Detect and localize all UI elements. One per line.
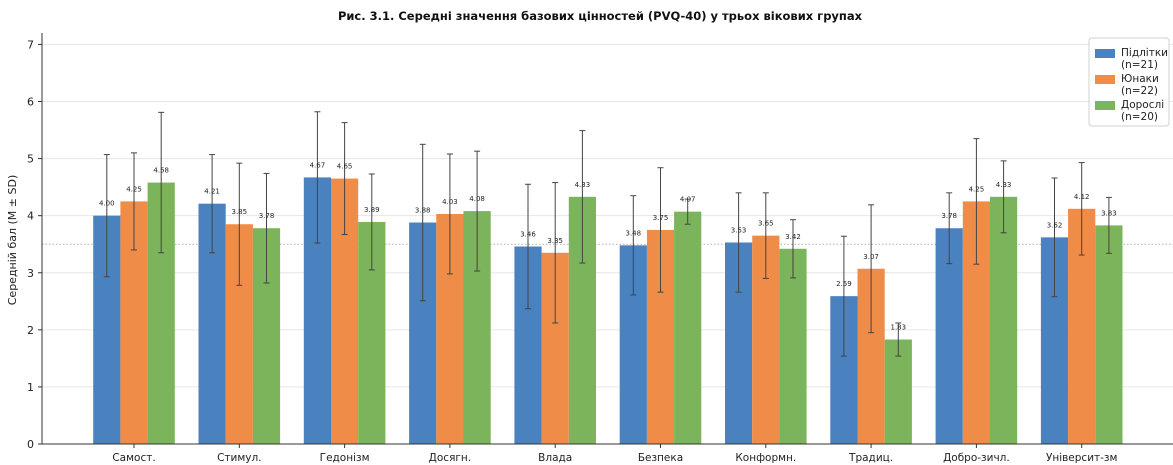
value-label: 3.48 <box>626 229 642 237</box>
value-label: 3.42 <box>785 233 801 241</box>
y-tick-label: 5 <box>27 153 34 166</box>
value-label: 3.83 <box>1101 209 1117 217</box>
value-label: 3.85 <box>232 208 248 216</box>
category-label: Стимул. <box>217 452 261 464</box>
value-label: 3.78 <box>259 212 275 220</box>
bar <box>990 196 1018 444</box>
value-label: 4.67 <box>310 161 326 169</box>
error-bars-layer <box>103 111 1112 357</box>
value-label: 4.33 <box>996 181 1012 189</box>
category-label: Досягн. <box>429 452 471 464</box>
value-label: 4.21 <box>204 188 220 196</box>
value-label: 3.88 <box>415 207 431 215</box>
bar <box>884 339 912 444</box>
category-label: Самост. <box>112 452 155 464</box>
legend-label: Підлітки (n=21) <box>1121 47 1168 71</box>
y-tick-label: 4 <box>27 210 34 223</box>
category-label: Добро-зичл. <box>943 452 1010 464</box>
bars-layer <box>93 177 1123 444</box>
value-label: 3.35 <box>547 237 563 245</box>
legend-swatch <box>1095 75 1115 84</box>
bar <box>674 211 702 444</box>
value-label: 4.12 <box>1074 193 1090 201</box>
chart-title: Рис. 3.1. Середні значення базових цінно… <box>338 9 863 23</box>
value-label: 3.78 <box>941 212 957 220</box>
bar <box>1095 225 1123 444</box>
category-label: Влада <box>538 452 572 464</box>
value-label: 4.08 <box>469 195 485 203</box>
legend: Підлітки (n=21)Юнаки (n=22)Дорослі (n=20) <box>1088 37 1170 127</box>
category-label: Традиц. <box>848 452 893 464</box>
axes-layer: 0 1 2 3 4 5 6 7 Самост. Стимул. Гедонізм Досягн. Вла… <box>27 33 1173 464</box>
category-label: Безпека <box>638 452 683 464</box>
y-tick-label: 1 <box>27 381 34 394</box>
value-label: 3.75 <box>653 214 669 222</box>
y-tick-label: 6 <box>27 96 34 109</box>
value-label: 4.58 <box>153 167 169 175</box>
value-label: 1.83 <box>891 324 907 332</box>
category-label: Гедонізм <box>320 452 370 464</box>
value-label: 4.00 <box>99 200 115 208</box>
legend-label: Юнаки (n=22) <box>1121 73 1159 97</box>
value-label: 4.65 <box>337 163 353 171</box>
bar <box>779 248 807 444</box>
value-label: 3.62 <box>1047 221 1063 229</box>
y-tick-label: 3 <box>27 267 34 280</box>
value-label: 4.03 <box>442 198 458 206</box>
value-labels-layer: 4.00 4.25 4.58 4.21 3.85 3.78 4.67 4.65 3.89 3.88… <box>99 161 1117 331</box>
value-label: 3.46 <box>520 230 536 238</box>
y-axis-title: Середній бал (M ± SD) <box>6 175 19 306</box>
legend-swatch <box>1095 49 1115 58</box>
value-label: 4.25 <box>126 185 142 193</box>
value-label: 2.59 <box>836 280 852 288</box>
category-label: Університ-зм <box>1046 452 1118 464</box>
y-tick-label: 7 <box>27 38 34 51</box>
y-tick-label: 2 <box>27 324 34 337</box>
value-label: 3.89 <box>364 206 380 214</box>
legend-label: Дорослі (n=20) <box>1121 99 1164 123</box>
value-label: 3.65 <box>758 220 774 228</box>
value-label: 4.25 <box>969 185 985 193</box>
y-tick-label: 0 <box>27 438 34 451</box>
value-label: 3.53 <box>731 226 747 234</box>
value-label: 4.07 <box>680 196 696 204</box>
value-label: 3.07 <box>863 253 879 261</box>
legend-swatch <box>1095 101 1115 110</box>
bar <box>935 228 963 444</box>
value-label: 4.33 <box>575 181 591 189</box>
category-label: Конформн. <box>735 452 796 464</box>
